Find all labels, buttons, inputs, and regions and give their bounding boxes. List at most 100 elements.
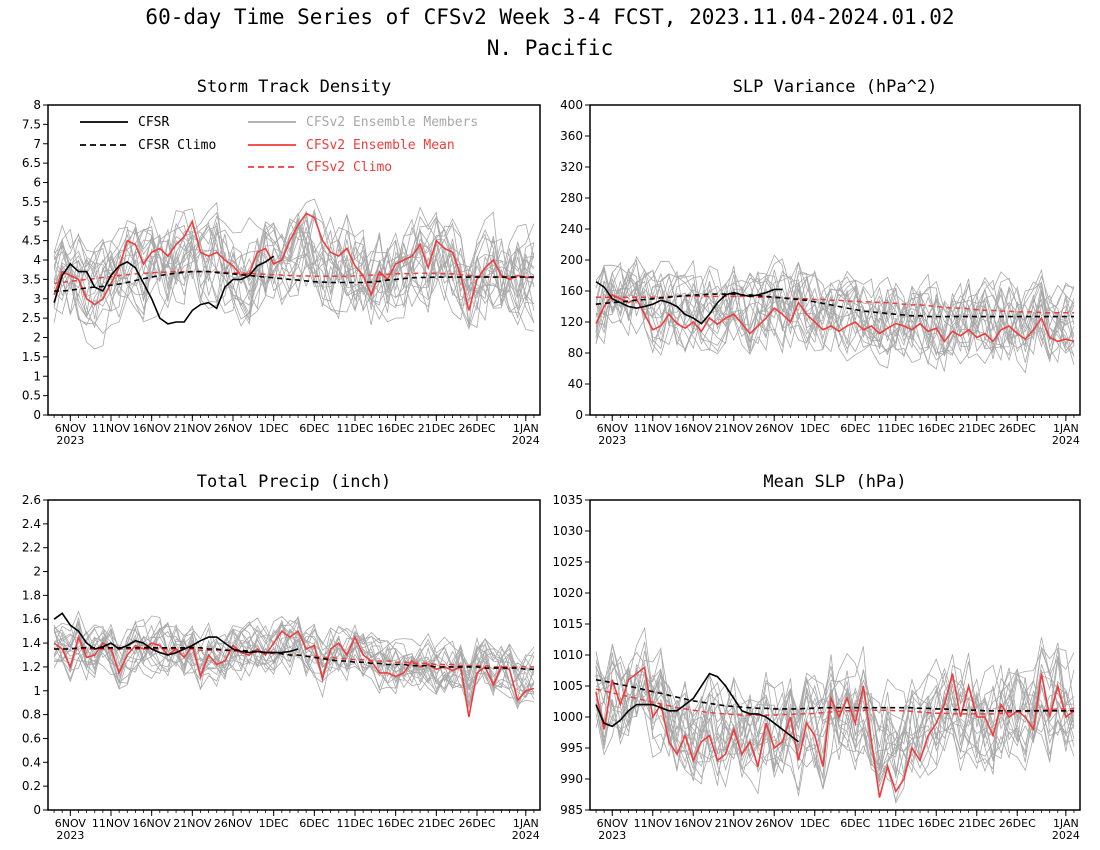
y-tick-label: 6.5 xyxy=(22,156,41,170)
y-tick-label: 1.8 xyxy=(22,588,41,602)
y-tick-label: 160 xyxy=(560,284,583,298)
x-tick-label: 21DEC xyxy=(958,422,995,435)
y-tick-label: 200 xyxy=(560,253,583,267)
member-line xyxy=(53,228,535,327)
main-title: 60-day Time Series of CFSv2 Week 3-4 FCS… xyxy=(145,5,955,29)
x-tick-label: 6DEC xyxy=(840,422,870,435)
x-tick-label: 21NOV xyxy=(173,817,212,830)
legend-cfsr-climo-label: CFSR Climo xyxy=(138,138,216,153)
y-tick-label: 3.5 xyxy=(22,272,41,286)
x-tick-label: 11NOV xyxy=(92,817,131,830)
panel-title: SLP Variance (hPa^2) xyxy=(733,77,938,97)
panel-title: Total Precip (inch) xyxy=(197,472,391,492)
member-line xyxy=(595,645,1075,774)
y-tick-label: 985 xyxy=(560,803,583,817)
y-tick-label: 7 xyxy=(33,137,41,151)
y-tick-label: 4.5 xyxy=(22,234,41,248)
y-tick-label: 5 xyxy=(33,214,41,228)
y-tick-label: 2.6 xyxy=(22,493,41,507)
x-year-label: 2024 xyxy=(1052,829,1080,842)
ensemble-members xyxy=(53,198,535,350)
ensemble-mean-line xyxy=(595,293,1075,343)
panel-title: Storm Track Density xyxy=(197,77,391,97)
y-tick-label: 3 xyxy=(33,292,41,306)
y-tick-label: 280 xyxy=(560,191,583,205)
x-year-label: 2024 xyxy=(512,829,540,842)
member-line xyxy=(595,270,1075,361)
member-line xyxy=(53,208,535,303)
cfsr-line xyxy=(595,281,783,325)
x-year-label: 2023 xyxy=(598,829,626,842)
cfsr-climo-line xyxy=(595,293,1074,318)
y-tick-label: 0.2 xyxy=(22,779,41,793)
ensemble-members xyxy=(53,610,535,710)
ensemble-mean-line xyxy=(53,629,535,718)
y-tick-label: 400 xyxy=(560,98,583,112)
y-tick-label: 1025 xyxy=(552,555,583,569)
member-line xyxy=(53,615,535,699)
y-tick-label: 1005 xyxy=(552,679,583,693)
y-tick-label: 2.2 xyxy=(22,541,41,555)
member-line xyxy=(53,223,535,330)
y-tick-label: 40 xyxy=(568,377,583,391)
x-tick-label: 6DEC xyxy=(840,817,870,830)
x-tick-label: 16DEC xyxy=(918,817,955,830)
y-tick-label: 0.4 xyxy=(22,755,41,769)
x-tick-label: 21NOV xyxy=(715,422,754,435)
y-tick-label: 4 xyxy=(33,253,41,267)
member-line xyxy=(595,261,1075,364)
x-tick-label: 21NOV xyxy=(715,817,754,830)
x-tick-label: 26NOV xyxy=(755,422,794,435)
y-tick-label: 2 xyxy=(33,331,41,345)
member-line xyxy=(595,646,1075,777)
x-tick-label: 16DEC xyxy=(377,422,414,435)
x-tick-label: 11DEC xyxy=(336,422,373,435)
y-tick-label: 1010 xyxy=(552,648,583,662)
x-tick-label: 1DEC xyxy=(259,422,289,435)
y-tick-label: 1000 xyxy=(552,710,583,724)
x-year-label: 2023 xyxy=(598,434,626,447)
y-tick-label: 0 xyxy=(575,408,583,422)
legend-cfsr-label: CFSR xyxy=(138,115,169,130)
x-year-label: 2023 xyxy=(56,829,84,842)
x-tick-label: 11DEC xyxy=(877,422,914,435)
cfsv2-climo-line xyxy=(595,688,1074,716)
y-tick-label: 1030 xyxy=(552,524,583,538)
member-line xyxy=(595,664,1075,779)
legend: CFSR CFSR Climo CFSv2 Ensemble Members CFSv… xyxy=(80,115,478,175)
x-tick-label: 16NOV xyxy=(674,817,713,830)
x-tick-label: 16NOV xyxy=(133,817,172,830)
x-tick-label: 16NOV xyxy=(674,422,713,435)
cfsr-line xyxy=(53,255,275,325)
member-line xyxy=(595,649,1075,781)
y-tick-label: 7.5 xyxy=(22,117,41,131)
member-line xyxy=(595,642,1075,775)
y-tick-label: 2.4 xyxy=(22,517,41,531)
y-tick-label: 1.5 xyxy=(22,350,41,364)
member-line xyxy=(595,267,1075,364)
y-tick-label: 1 xyxy=(33,684,41,698)
y-tick-label: 6 xyxy=(33,176,41,190)
x-tick-label: 6NOV xyxy=(597,422,629,435)
x-tick-label: 6NOV xyxy=(55,817,87,830)
cfsv2-climo-line xyxy=(54,648,534,668)
panel-title: Mean SLP (hPa) xyxy=(763,472,906,492)
cfsr-line xyxy=(53,612,299,656)
y-tick-label: 1020 xyxy=(552,586,583,600)
plot-frame xyxy=(589,104,1081,416)
member-line xyxy=(53,615,535,705)
y-tick-label: 1.4 xyxy=(22,636,41,650)
y-tick-label: 0.5 xyxy=(22,389,41,403)
cfsr-climo-line xyxy=(595,679,1074,712)
x-tick-label: 16NOV xyxy=(133,422,172,435)
member-line xyxy=(53,623,534,710)
x-tick-label: 1DEC xyxy=(800,422,830,435)
x-tick-label: 1JAN xyxy=(513,422,539,435)
member-line xyxy=(53,220,535,311)
cfsv2-climo-line xyxy=(54,270,534,285)
y-tick-label: 240 xyxy=(560,222,583,236)
y-tick-label: 120 xyxy=(560,315,583,329)
x-tick-label: 1JAN xyxy=(1053,817,1079,830)
y-tick-label: 80 xyxy=(568,346,583,360)
